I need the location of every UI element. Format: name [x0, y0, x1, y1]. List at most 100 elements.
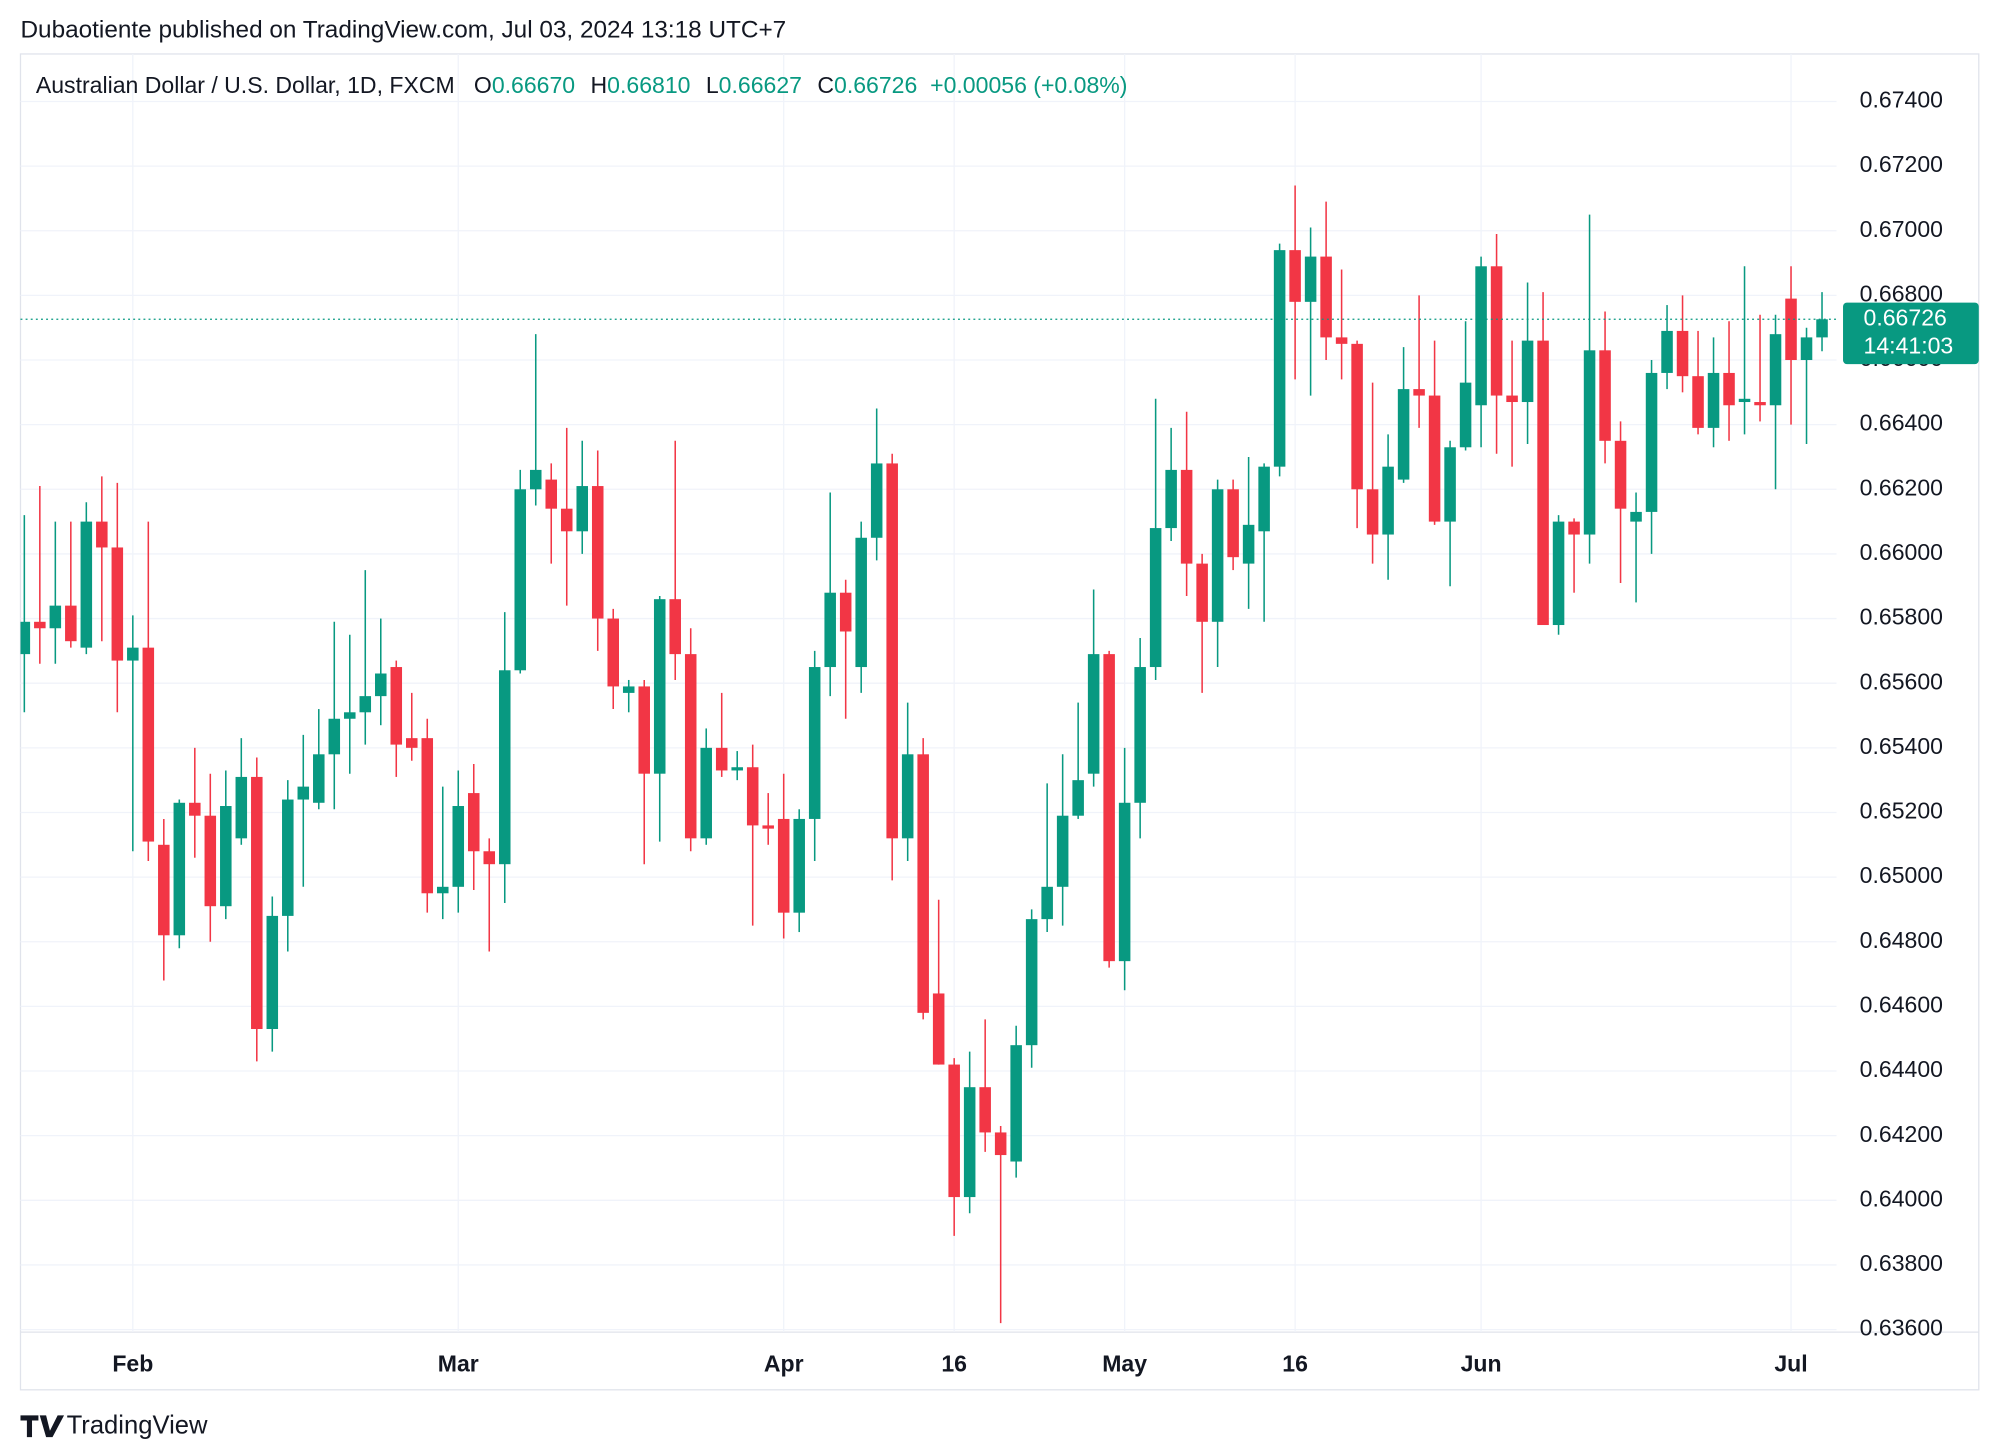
- candle-body: [158, 844, 170, 936]
- candle-body: [1242, 524, 1255, 564]
- candle-body: [1149, 528, 1162, 668]
- y-tick-label: 0.64400: [1860, 1056, 1943, 1082]
- candle-body: [65, 605, 77, 642]
- candle-body: [653, 599, 666, 774]
- published-line: Dubaotiente published on TradingView.com…: [20, 16, 786, 43]
- candle-body: [34, 621, 46, 629]
- candle-body: [1118, 802, 1131, 962]
- candle-body: [1475, 266, 1487, 406]
- y-tick-label: 0.63600: [1860, 1315, 1943, 1341]
- candle-body: [452, 806, 465, 887]
- candle-body: [963, 1087, 976, 1198]
- y-tick-label: 0.66200: [1860, 474, 1943, 500]
- candle-body: [1583, 350, 1596, 535]
- candle-body: [1785, 298, 1797, 361]
- y-tick-label: 0.64800: [1860, 927, 1943, 953]
- candle-body: [839, 592, 852, 632]
- candle-body: [375, 673, 387, 697]
- last-price-label: 0.66726: [1864, 304, 1947, 330]
- candle-body: [49, 605, 62, 629]
- countdown-label: 14:41:03: [1864, 333, 1954, 359]
- candle-body: [607, 618, 619, 687]
- candle-body: [328, 718, 341, 755]
- y-tick-label: 0.65600: [1860, 668, 1943, 694]
- candle-body: [1661, 330, 1673, 373]
- candle-body: [793, 818, 805, 913]
- candle-body: [1552, 521, 1565, 626]
- ohlc-letter: O: [474, 72, 492, 98]
- candle-body: [1645, 372, 1658, 512]
- candle-body: [1180, 469, 1193, 564]
- candle-body: [266, 915, 279, 1030]
- y-tick-label: 0.66400: [1860, 410, 1943, 436]
- candle-body: [870, 463, 883, 538]
- candle-body: [1087, 654, 1100, 774]
- candle-body: [421, 738, 434, 894]
- candle-body: [220, 806, 232, 907]
- candle-body: [932, 993, 945, 1065]
- y-tick-label: 0.64200: [1860, 1121, 1943, 1147]
- candle-body: [824, 592, 836, 668]
- y-tick-label: 0.67400: [1860, 87, 1943, 113]
- candle-body: [622, 686, 635, 693]
- y-tick-label: 0.66800: [1860, 280, 1943, 306]
- ohlc-value: 0.66726: [834, 72, 917, 98]
- candle-body: [1196, 563, 1208, 622]
- y-tick-label: 0.65400: [1860, 733, 1943, 759]
- candle-body: [1041, 886, 1053, 920]
- x-tick-label: Jun: [1461, 1351, 1502, 1377]
- candle-body: [1072, 780, 1084, 816]
- candle-body: [684, 654, 697, 839]
- ohlc-value: 0.66627: [719, 72, 802, 98]
- candle-body: [1320, 256, 1332, 338]
- candle-body: [297, 786, 310, 800]
- candle-body: [467, 793, 480, 852]
- candle-body: [1537, 340, 1549, 626]
- candle-body: [855, 537, 867, 668]
- x-tick-label: Apr: [764, 1351, 804, 1377]
- candle-body: [1599, 350, 1611, 441]
- candle-body: [111, 547, 124, 661]
- x-tick-label: Mar: [438, 1351, 479, 1377]
- candle-body: [1506, 395, 1518, 403]
- candle-body: [436, 886, 449, 894]
- candle-body: [1273, 250, 1286, 467]
- candle-body: [1800, 337, 1813, 361]
- candle-body: [529, 469, 542, 490]
- candle-body: [96, 521, 108, 548]
- candle-body: [545, 479, 558, 509]
- candle-body: [948, 1064, 960, 1198]
- candle-body: [498, 670, 511, 865]
- candle-body: [1351, 343, 1363, 490]
- y-tick-label: 0.67200: [1860, 151, 1943, 177]
- y-tick-label: 0.63800: [1860, 1250, 1943, 1276]
- candle-body: [715, 747, 728, 771]
- candle-body: [1258, 466, 1270, 532]
- candle-body: [1754, 402, 1766, 406]
- candle-body: [1211, 489, 1224, 622]
- candle-body: [344, 712, 356, 719]
- candle-body: [235, 776, 248, 839]
- candle-body: [762, 825, 774, 829]
- candle-body: [746, 767, 759, 826]
- ohlc-letter: C: [817, 72, 834, 98]
- candle-body: [1227, 489, 1239, 558]
- x-tick-label: Feb: [112, 1351, 153, 1377]
- y-tick-label: 0.67000: [1860, 216, 1943, 242]
- candle-body: [1025, 919, 1038, 1046]
- change-value: +0.00056 (+0.08%): [930, 72, 1127, 98]
- last-price-badge: [1843, 302, 1979, 365]
- candle-body: [189, 802, 201, 816]
- candle-body: [1382, 466, 1394, 535]
- candle-body: [1304, 256, 1317, 302]
- candle-body: [1134, 667, 1146, 803]
- candles: [20, 185, 1837, 1324]
- candle-body: [359, 696, 372, 713]
- axes: 0.63600 0.63800 0.64000 0.64200 0.64400 0.646…: [112, 87, 1979, 1377]
- candle-body: [1444, 447, 1456, 522]
- candle-body: [204, 815, 217, 907]
- candle-body: [1413, 389, 1425, 396]
- candle-body: [1335, 337, 1348, 344]
- y-tick-label: 0.65000: [1860, 862, 1943, 888]
